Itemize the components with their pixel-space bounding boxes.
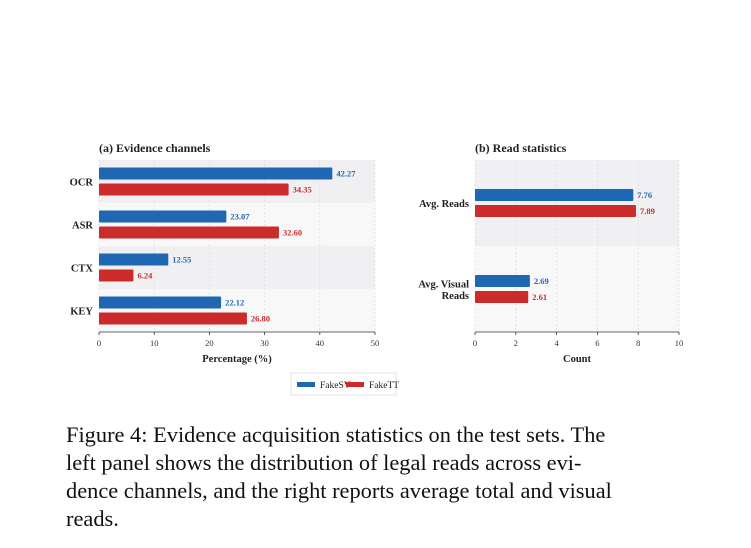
category-band <box>475 246 679 332</box>
bar-fakett-avg-visual-reads <box>475 291 529 303</box>
x-tick-label: 30 <box>260 338 269 348</box>
data-label-fakett: 26.80 <box>251 314 270 324</box>
category-band <box>99 160 375 203</box>
bar-fakett-key <box>99 312 247 325</box>
panel-a-title: (a) Evidence channels <box>99 141 211 155</box>
x-tick-label: 50 <box>371 338 380 348</box>
data-label-fakesv: 42.27 <box>336 169 356 179</box>
bar-fakett-avg-reads <box>475 205 636 217</box>
x-tick-label: 20 <box>205 338 214 348</box>
caption-line: left panel shows the distribution of leg… <box>66 450 582 475</box>
panel-a-x-axis-title: Percentage (%) <box>202 354 272 365</box>
category-band <box>99 289 375 332</box>
panel-b-title: (b) Read statistics <box>475 141 567 155</box>
x-tick-label: 0 <box>97 338 101 348</box>
bar-fakesv-asr <box>99 210 227 223</box>
bar-fakesv-avg-reads <box>475 189 634 201</box>
x-tick-label: 6 <box>595 338 599 348</box>
caption-line: Figure 4: Evidence acquisition statistic… <box>66 422 606 447</box>
category-label: KEY <box>70 307 93 318</box>
caption-line: dence channels, and the right reports av… <box>66 478 612 503</box>
bar-fakett-ocr <box>99 183 289 196</box>
bar-fakett-ctx <box>99 269 134 282</box>
data-label-fakett: 6.24 <box>137 271 153 281</box>
data-label-fakett: 7.89 <box>640 206 655 216</box>
bar-fakesv-ctx <box>99 253 169 266</box>
category-band <box>475 160 679 246</box>
bar-fakesv-key <box>99 296 222 309</box>
data-label-fakesv: 22.12 <box>225 298 244 308</box>
data-label-fakesv: 2.69 <box>534 276 549 286</box>
bar-fakett-asr <box>99 226 279 239</box>
panel-b-plot: 0 2 4 6 8 10 7.76 7.89 Avg. Reads 2.69 2.61 Avg. Vi… <box>418 160 683 348</box>
data-label-fakesv: 7.76 <box>637 190 652 200</box>
figure-chart: (a) Evidence channels (b) Read statistic… <box>70 141 683 396</box>
data-label-fakesv: 23.07 <box>230 212 250 222</box>
legend-swatch-fakett <box>346 382 364 387</box>
bar-fakesv-avg-visual-reads <box>475 275 530 287</box>
data-label-fakett: 32.60 <box>283 228 302 238</box>
category-label: Avg. Reads <box>419 199 469 210</box>
x-tick-label: 8 <box>636 338 640 348</box>
category-label: Avg. Visual <box>418 279 469 290</box>
category-band <box>99 203 375 246</box>
legend-label-fakesv: FakeSV <box>320 381 351 391</box>
legend: FakeSV FakeTT <box>290 372 399 396</box>
legend-swatch-fakesv <box>297 382 315 387</box>
panel-a-plot: 0 10 20 30 40 50 42.27 34.35 OCR 23.07 32.60 ASR 12.… <box>70 160 380 348</box>
data-label-fakesv: 12.55 <box>172 255 191 265</box>
bar-fakesv-ocr <box>99 167 333 180</box>
data-label-fakett: 2.61 <box>532 292 547 302</box>
category-label: Reads <box>442 291 469 302</box>
x-tick-label: 40 <box>316 338 325 348</box>
caption-line: reads. <box>66 506 119 531</box>
category-label: ASR <box>72 221 93 232</box>
figure-caption: Figure 4: Evidence acquisition statistic… <box>66 421 686 533</box>
legend-label-fakett: FakeTT <box>369 381 399 391</box>
x-tick-label: 4 <box>554 338 559 348</box>
x-tick-label: 0 <box>473 338 477 348</box>
category-band <box>99 246 375 289</box>
x-tick-label: 2 <box>514 338 518 348</box>
category-label: OCR <box>70 178 94 189</box>
x-tick-label: 10 <box>150 338 159 348</box>
data-label-fakett: 34.35 <box>293 185 312 195</box>
panel-b-x-axis-title: Count <box>563 354 592 365</box>
category-label: CTX <box>71 264 94 275</box>
legend-box <box>290 372 397 396</box>
x-tick-label: 10 <box>675 338 684 348</box>
